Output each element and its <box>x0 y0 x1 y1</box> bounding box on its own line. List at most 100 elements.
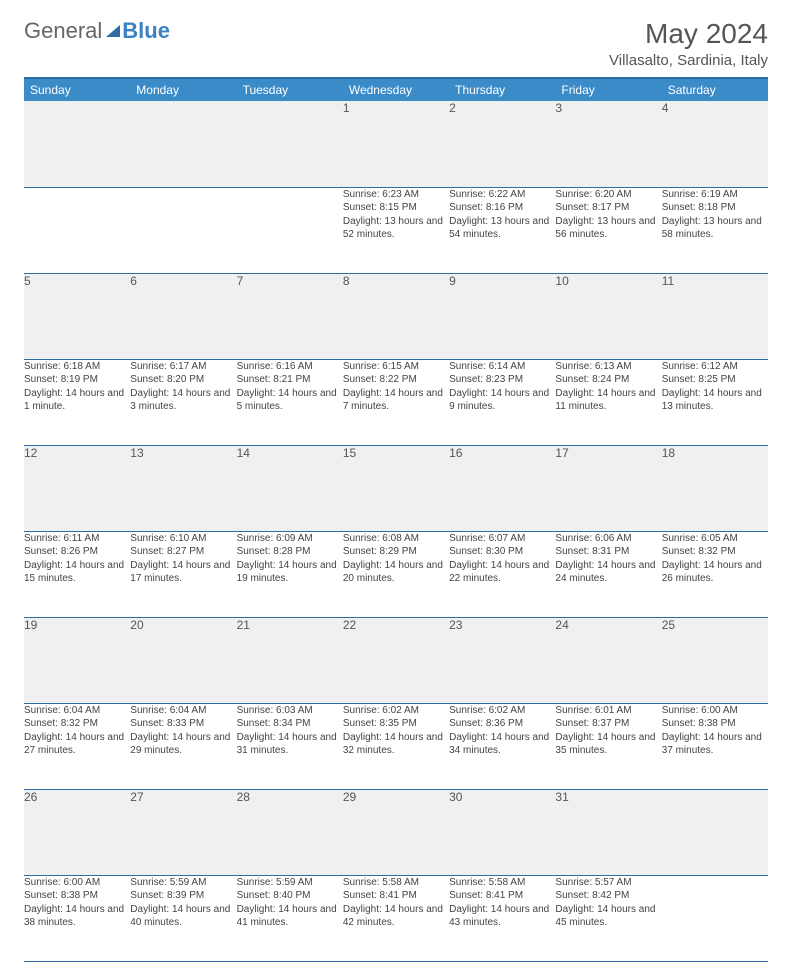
day-number-cell: 9 <box>449 273 555 359</box>
sunset-line: Sunset: 8:19 PM <box>24 373 130 387</box>
week-daynum-row: 12131415161718 <box>24 445 768 531</box>
day-number-cell: 28 <box>237 789 343 875</box>
daylight-line: Daylight: 14 hours and 42 minutes. <box>343 903 449 930</box>
sunrise-line: Sunrise: 6:10 AM <box>130 532 236 546</box>
day-detail-cell: Sunrise: 6:16 AMSunset: 8:21 PMDaylight:… <box>237 359 343 445</box>
daylight-line: Daylight: 14 hours and 11 minutes. <box>555 387 661 414</box>
day-detail-cell: Sunrise: 6:23 AMSunset: 8:15 PMDaylight:… <box>343 187 449 273</box>
sunrise-line: Sunrise: 6:20 AM <box>555 188 661 202</box>
week-daynum-row: 567891011 <box>24 273 768 359</box>
daylight-line: Daylight: 14 hours and 1 minute. <box>24 387 130 414</box>
daylight-line: Daylight: 14 hours and 41 minutes. <box>237 903 343 930</box>
daylight-line: Daylight: 14 hours and 5 minutes. <box>237 387 343 414</box>
sunset-line: Sunset: 8:42 PM <box>555 889 661 903</box>
calendar-table: SundayMondayTuesdayWednesdayThursdayFrid… <box>24 77 768 962</box>
sunrise-line: Sunrise: 6:09 AM <box>237 532 343 546</box>
sunrise-line: Sunrise: 6:04 AM <box>130 704 236 718</box>
daylight-line: Daylight: 14 hours and 22 minutes. <box>449 559 555 586</box>
daylight-line: Daylight: 14 hours and 9 minutes. <box>449 387 555 414</box>
day-header: Monday <box>130 78 236 101</box>
day-number-cell: 3 <box>555 101 661 187</box>
day-number-cell: 19 <box>24 617 130 703</box>
sunrise-line: Sunrise: 6:18 AM <box>24 360 130 374</box>
day-detail-cell: Sunrise: 6:00 AMSunset: 8:38 PMDaylight:… <box>662 703 768 789</box>
daylight-line: Daylight: 14 hours and 32 minutes. <box>343 731 449 758</box>
week-detail-row: Sunrise: 6:04 AMSunset: 8:32 PMDaylight:… <box>24 703 768 789</box>
day-number-cell: 15 <box>343 445 449 531</box>
daylight-line: Daylight: 14 hours and 37 minutes. <box>662 731 768 758</box>
sunset-line: Sunset: 8:32 PM <box>24 717 130 731</box>
day-number-cell: 11 <box>662 273 768 359</box>
sunrise-line: Sunrise: 5:59 AM <box>130 876 236 890</box>
daylight-line: Daylight: 14 hours and 24 minutes. <box>555 559 661 586</box>
sunrise-line: Sunrise: 6:08 AM <box>343 532 449 546</box>
day-number-cell <box>662 789 768 875</box>
sunrise-line: Sunrise: 6:16 AM <box>237 360 343 374</box>
week-detail-row: Sunrise: 6:11 AMSunset: 8:26 PMDaylight:… <box>24 531 768 617</box>
day-detail-cell: Sunrise: 6:08 AMSunset: 8:29 PMDaylight:… <box>343 531 449 617</box>
sunrise-line: Sunrise: 6:22 AM <box>449 188 555 202</box>
daylight-line: Daylight: 14 hours and 19 minutes. <box>237 559 343 586</box>
daylight-line: Daylight: 14 hours and 40 minutes. <box>130 903 236 930</box>
week-daynum-row: 19202122232425 <box>24 617 768 703</box>
week-daynum-row: 262728293031 <box>24 789 768 875</box>
sunset-line: Sunset: 8:37 PM <box>555 717 661 731</box>
daylight-line: Daylight: 14 hours and 7 minutes. <box>343 387 449 414</box>
day-detail-cell: Sunrise: 6:14 AMSunset: 8:23 PMDaylight:… <box>449 359 555 445</box>
daylight-line: Daylight: 14 hours and 15 minutes. <box>24 559 130 586</box>
day-detail-cell: Sunrise: 6:18 AMSunset: 8:19 PMDaylight:… <box>24 359 130 445</box>
day-header: Saturday <box>662 78 768 101</box>
daylight-line: Daylight: 13 hours and 58 minutes. <box>662 215 768 242</box>
sunset-line: Sunset: 8:23 PM <box>449 373 555 387</box>
day-detail-cell: Sunrise: 6:20 AMSunset: 8:17 PMDaylight:… <box>555 187 661 273</box>
sunrise-line: Sunrise: 6:15 AM <box>343 360 449 374</box>
sunset-line: Sunset: 8:18 PM <box>662 201 768 215</box>
day-header: Tuesday <box>237 78 343 101</box>
sunset-line: Sunset: 8:20 PM <box>130 373 236 387</box>
day-number-cell: 20 <box>130 617 236 703</box>
day-number-cell: 4 <box>662 101 768 187</box>
day-detail-cell: Sunrise: 6:11 AMSunset: 8:26 PMDaylight:… <box>24 531 130 617</box>
daylight-line: Daylight: 14 hours and 38 minutes. <box>24 903 130 930</box>
day-number-cell: 7 <box>237 273 343 359</box>
sunrise-line: Sunrise: 6:04 AM <box>24 704 130 718</box>
sunset-line: Sunset: 8:26 PM <box>24 545 130 559</box>
day-number-cell: 17 <box>555 445 661 531</box>
sunrise-line: Sunrise: 6:01 AM <box>555 704 661 718</box>
daylight-line: Daylight: 14 hours and 27 minutes. <box>24 731 130 758</box>
week-detail-row: Sunrise: 6:23 AMSunset: 8:15 PMDaylight:… <box>24 187 768 273</box>
day-detail-cell: Sunrise: 6:07 AMSunset: 8:30 PMDaylight:… <box>449 531 555 617</box>
sunrise-line: Sunrise: 6:11 AM <box>24 532 130 546</box>
brand-triangle-icon <box>106 25 120 37</box>
day-detail-cell: Sunrise: 6:12 AMSunset: 8:25 PMDaylight:… <box>662 359 768 445</box>
day-number-cell: 22 <box>343 617 449 703</box>
brand-part1: General <box>24 18 102 44</box>
brand-part2: Blue <box>122 18 170 44</box>
day-number-cell: 2 <box>449 101 555 187</box>
day-number-cell: 30 <box>449 789 555 875</box>
sunrise-line: Sunrise: 5:58 AM <box>449 876 555 890</box>
day-number-cell: 31 <box>555 789 661 875</box>
day-header: Friday <box>555 78 661 101</box>
sunrise-line: Sunrise: 6:14 AM <box>449 360 555 374</box>
day-detail-cell: Sunrise: 6:02 AMSunset: 8:35 PMDaylight:… <box>343 703 449 789</box>
daylight-line: Daylight: 14 hours and 34 minutes. <box>449 731 555 758</box>
sunrise-line: Sunrise: 6:03 AM <box>237 704 343 718</box>
day-detail-cell: Sunrise: 5:58 AMSunset: 8:41 PMDaylight:… <box>343 875 449 961</box>
sunset-line: Sunset: 8:15 PM <box>343 201 449 215</box>
day-number-cell <box>24 101 130 187</box>
sunset-line: Sunset: 8:21 PM <box>237 373 343 387</box>
sunset-line: Sunset: 8:24 PM <box>555 373 661 387</box>
sunrise-line: Sunrise: 6:02 AM <box>343 704 449 718</box>
daylight-line: Daylight: 14 hours and 31 minutes. <box>237 731 343 758</box>
day-detail-cell <box>130 187 236 273</box>
day-detail-cell: Sunrise: 5:58 AMSunset: 8:41 PMDaylight:… <box>449 875 555 961</box>
week-detail-row: Sunrise: 6:00 AMSunset: 8:38 PMDaylight:… <box>24 875 768 961</box>
day-detail-cell: Sunrise: 5:59 AMSunset: 8:39 PMDaylight:… <box>130 875 236 961</box>
sunset-line: Sunset: 8:16 PM <box>449 201 555 215</box>
day-header: Wednesday <box>343 78 449 101</box>
sunset-line: Sunset: 8:34 PM <box>237 717 343 731</box>
daylight-line: Daylight: 14 hours and 43 minutes. <box>449 903 555 930</box>
month-title: May 2024 <box>609 18 768 50</box>
sunrise-line: Sunrise: 6:02 AM <box>449 704 555 718</box>
